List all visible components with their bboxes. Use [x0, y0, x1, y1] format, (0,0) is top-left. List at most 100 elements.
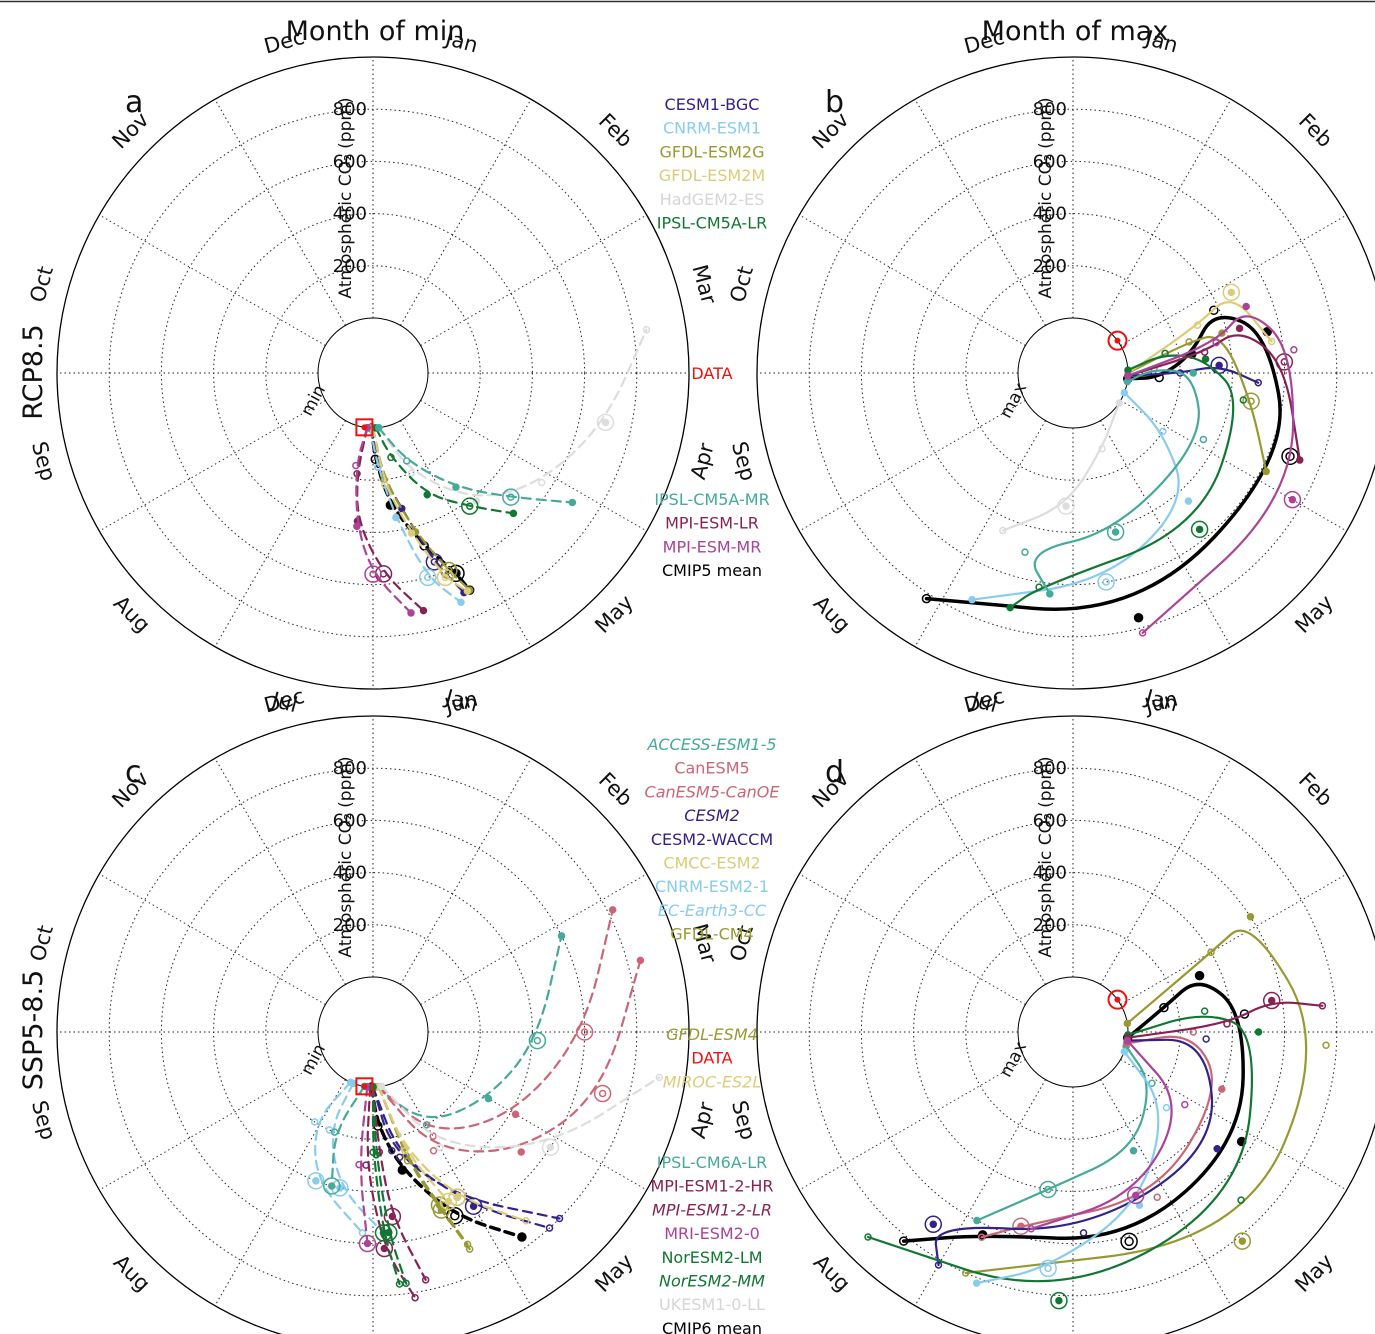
data-marker — [1107, 330, 1128, 351]
series-point — [580, 1028, 589, 1036]
series-point — [1129, 1147, 1138, 1155]
radial-tick-label: 200 — [333, 915, 367, 936]
series-point — [397, 1165, 408, 1175]
data-point — [361, 424, 368, 431]
series-point — [1021, 548, 1029, 556]
grid-spoke — [1100, 420, 1232, 647]
series-point — [655, 1073, 664, 1082]
series-point — [385, 1228, 393, 1237]
series-line-mpi-esm-mr — [1126, 315, 1295, 634]
series-year-marker — [1050, 1291, 1068, 1310]
series-point — [466, 502, 474, 510]
series-point — [1290, 346, 1298, 354]
series-point — [1262, 467, 1270, 476]
series-point — [977, 1233, 986, 1241]
series-year-marker — [419, 568, 437, 587]
series-point — [642, 325, 651, 334]
series-line-cnrm-esm1 — [369, 426, 463, 604]
month-label-dec: Dec — [961, 684, 1006, 718]
series-point — [1318, 1002, 1327, 1010]
series-point — [507, 493, 515, 501]
series-point — [330, 1128, 339, 1136]
grid-spoke — [799, 214, 1026, 346]
series-point — [450, 1211, 460, 1221]
legend-entry: EC-Earth3-CC — [658, 901, 767, 920]
series-point — [1055, 1296, 1063, 1305]
series-point — [1120, 1047, 1129, 1056]
series-point — [1239, 1009, 1250, 1019]
series-point — [352, 461, 360, 470]
data-point — [1114, 996, 1121, 1003]
series-point — [557, 932, 566, 940]
month-label-sep: Sep — [27, 439, 60, 483]
legend-rcp: CESM1-BGC CNRM-ESM1 GFDL-ESM2G GFDL-ESM2M Ha… — [654, 95, 769, 580]
series-line-mri-esm2-0 — [360, 1085, 369, 1245]
month-label-oct: Oct — [725, 264, 758, 305]
series-point — [898, 1236, 909, 1246]
row-title-rcp: RCP8.5 — [18, 324, 49, 420]
radial-axis-label: Atmospheric CO₂ (ppm) — [1036, 97, 1056, 298]
series-point — [864, 1233, 872, 1241]
series-point — [511, 1110, 520, 1119]
series-line-gfdl-esm2g — [1126, 335, 1268, 473]
grid-ring — [160, 160, 586, 586]
legend-entry: CNRM-ESM1 — [663, 119, 761, 138]
series-point — [310, 1118, 319, 1126]
series-line-cesm2-waccm — [371, 1085, 551, 1230]
legend-entry: IPSL-CM5A-MR — [654, 490, 769, 509]
series-point — [484, 1094, 493, 1103]
series-point — [1062, 502, 1070, 510]
legend-entry: MRI-ESM2-0 — [664, 1224, 760, 1243]
series-year-marker — [596, 413, 615, 432]
series-point — [1159, 427, 1167, 436]
grid-spoke — [1120, 214, 1347, 346]
radial-tick-label: 200 — [1033, 256, 1067, 277]
legend-entry: ACCESS-ESM1-5 — [646, 735, 776, 754]
month-label-oct: Oct — [25, 923, 58, 964]
series-point — [421, 1276, 430, 1284]
panel-letter: c — [125, 755, 142, 790]
grid-spoke — [400, 99, 532, 326]
series-point — [444, 1197, 453, 1206]
series-point — [407, 529, 416, 537]
series-year-marker — [307, 1172, 325, 1190]
series-point — [1218, 1085, 1226, 1093]
radial-tick-label: 400 — [333, 863, 367, 884]
series-year-marker — [1233, 1232, 1252, 1250]
grid-spoke — [420, 214, 647, 346]
month-label-may: May — [590, 1249, 638, 1297]
legend-entry: CMCC-ESM2 — [663, 854, 760, 873]
radial-tick-label: 600 — [333, 151, 367, 172]
series-year-marker — [448, 1188, 466, 1207]
data-point — [1114, 337, 1121, 344]
legend-entry: CanESM5-CanOE — [645, 782, 781, 801]
series-point — [401, 1146, 409, 1155]
series-line-cmcc-esm2 — [377, 1085, 527, 1222]
legend-entry: DATA — [691, 364, 732, 383]
series-point — [1102, 578, 1110, 586]
series-point — [381, 481, 389, 489]
panel-letter: d — [825, 755, 844, 790]
series-point — [1288, 495, 1297, 504]
legend-entry: IPSL-CM5A-LR — [657, 214, 767, 233]
series-point — [1184, 497, 1193, 505]
series-point — [522, 1217, 530, 1225]
series-point — [377, 1082, 386, 1091]
series-point — [402, 457, 411, 465]
series-point — [469, 1202, 478, 1210]
series-point — [509, 509, 518, 518]
series-point — [1209, 305, 1219, 316]
series-point — [934, 1261, 943, 1269]
series-point — [424, 573, 432, 582]
legend-entry: IPSL-CM6A-LR — [657, 1153, 767, 1172]
series-point — [452, 483, 460, 491]
series-line-cmip6-mean — [901, 982, 1245, 1243]
series-point — [387, 453, 395, 462]
series-point — [598, 1089, 607, 1098]
series-year-marker — [358, 1234, 377, 1253]
series-point — [1046, 590, 1054, 598]
grid-spoke — [214, 1079, 346, 1306]
series-year-marker — [1262, 991, 1281, 1010]
data-point — [361, 1083, 368, 1090]
series-point — [327, 1182, 336, 1190]
